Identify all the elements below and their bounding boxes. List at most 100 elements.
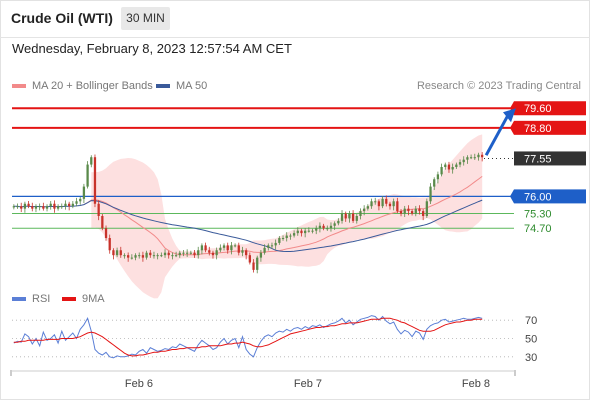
candle (226, 245, 229, 251)
candle (163, 252, 167, 256)
candle (267, 245, 270, 248)
candle (259, 252, 263, 258)
rsi-9ma-line (13, 317, 483, 357)
x-tick-label: Feb 7 (294, 378, 322, 390)
candle (49, 203, 52, 207)
candle (366, 206, 369, 209)
candle (93, 157, 97, 204)
candle (436, 174, 440, 180)
candle (197, 250, 200, 256)
candle (374, 201, 377, 203)
candle (466, 157, 469, 160)
ma50-swatch (156, 84, 170, 89)
candle (296, 230, 299, 234)
candle (145, 252, 148, 258)
candle (127, 255, 130, 258)
candle (422, 211, 425, 216)
candle (318, 225, 322, 229)
candle (344, 213, 347, 219)
candle (418, 208, 421, 212)
candle (392, 201, 395, 207)
candle (38, 206, 41, 208)
level-tag-79.60 (514, 101, 586, 116)
candle (447, 164, 451, 170)
candle (278, 238, 281, 243)
candle (119, 250, 122, 256)
candle (385, 198, 388, 204)
candle (12, 206, 15, 208)
candle (473, 157, 476, 159)
candle (200, 245, 204, 251)
ma20-swatch (12, 84, 26, 89)
legend-ma50: MA 50 (156, 80, 207, 92)
candle (388, 203, 392, 207)
candle (377, 201, 381, 207)
candle (97, 203, 100, 216)
candle (149, 252, 152, 256)
candle (237, 245, 240, 253)
candle (429, 186, 432, 202)
rsi-line (13, 315, 483, 359)
legend-ma20: MA 20 + Bollinger Bands (12, 80, 153, 92)
candle (101, 215, 104, 229)
candle (414, 208, 417, 214)
candle (34, 206, 38, 209)
legend-rsi: RSI (12, 293, 50, 305)
candle (31, 206, 34, 209)
candle (178, 252, 181, 256)
candle (186, 252, 189, 254)
candle (333, 223, 336, 226)
candle (241, 250, 244, 253)
candle (444, 164, 447, 168)
candle (64, 203, 67, 207)
header-bar: Crude Oil (WTI) 30 MIN (0, 0, 590, 38)
level-tag-pointer (510, 189, 514, 204)
candle (289, 235, 292, 237)
candle (311, 230, 314, 232)
candle (451, 167, 454, 170)
candle (363, 208, 366, 212)
candle (182, 252, 185, 254)
candle (215, 250, 218, 256)
rsi-swatch (12, 297, 26, 302)
candle (27, 203, 30, 207)
legend-9ma: 9MA (62, 293, 105, 305)
candle (115, 250, 119, 256)
candle (112, 250, 115, 256)
candle (396, 201, 399, 212)
candle (42, 206, 45, 209)
forecast-arrow (484, 114, 510, 156)
candle (410, 211, 414, 214)
legend-ma20-label: MA 20 + Bollinger Bands (32, 80, 153, 92)
candle (481, 154, 484, 158)
candle (138, 255, 141, 257)
candle (141, 255, 145, 258)
candle (174, 255, 178, 257)
candle (219, 247, 222, 251)
candle (458, 162, 462, 165)
timeframe-button[interactable]: 30 MIN (121, 7, 170, 30)
candle (222, 245, 226, 248)
bollinger-band (91, 134, 483, 299)
candle (75, 201, 78, 204)
candle (477, 154, 480, 158)
candle (108, 238, 111, 251)
level-label: 79.60 (524, 103, 552, 115)
candle (433, 179, 436, 187)
candle (399, 211, 403, 214)
level-tag-76.00 (514, 189, 586, 204)
forecast-arrowhead (503, 108, 516, 123)
legend-ma50-label: MA 50 (176, 80, 208, 92)
candle (189, 252, 192, 254)
candle (71, 203, 74, 207)
legend-9ma-label: 9MA (82, 293, 105, 305)
candle (359, 211, 362, 216)
candle (233, 245, 237, 247)
candle (337, 220, 340, 224)
candle (104, 228, 108, 239)
candle (407, 208, 410, 212)
candle (45, 206, 49, 209)
candle (23, 203, 27, 209)
candle (274, 242, 277, 246)
candle (134, 255, 137, 258)
